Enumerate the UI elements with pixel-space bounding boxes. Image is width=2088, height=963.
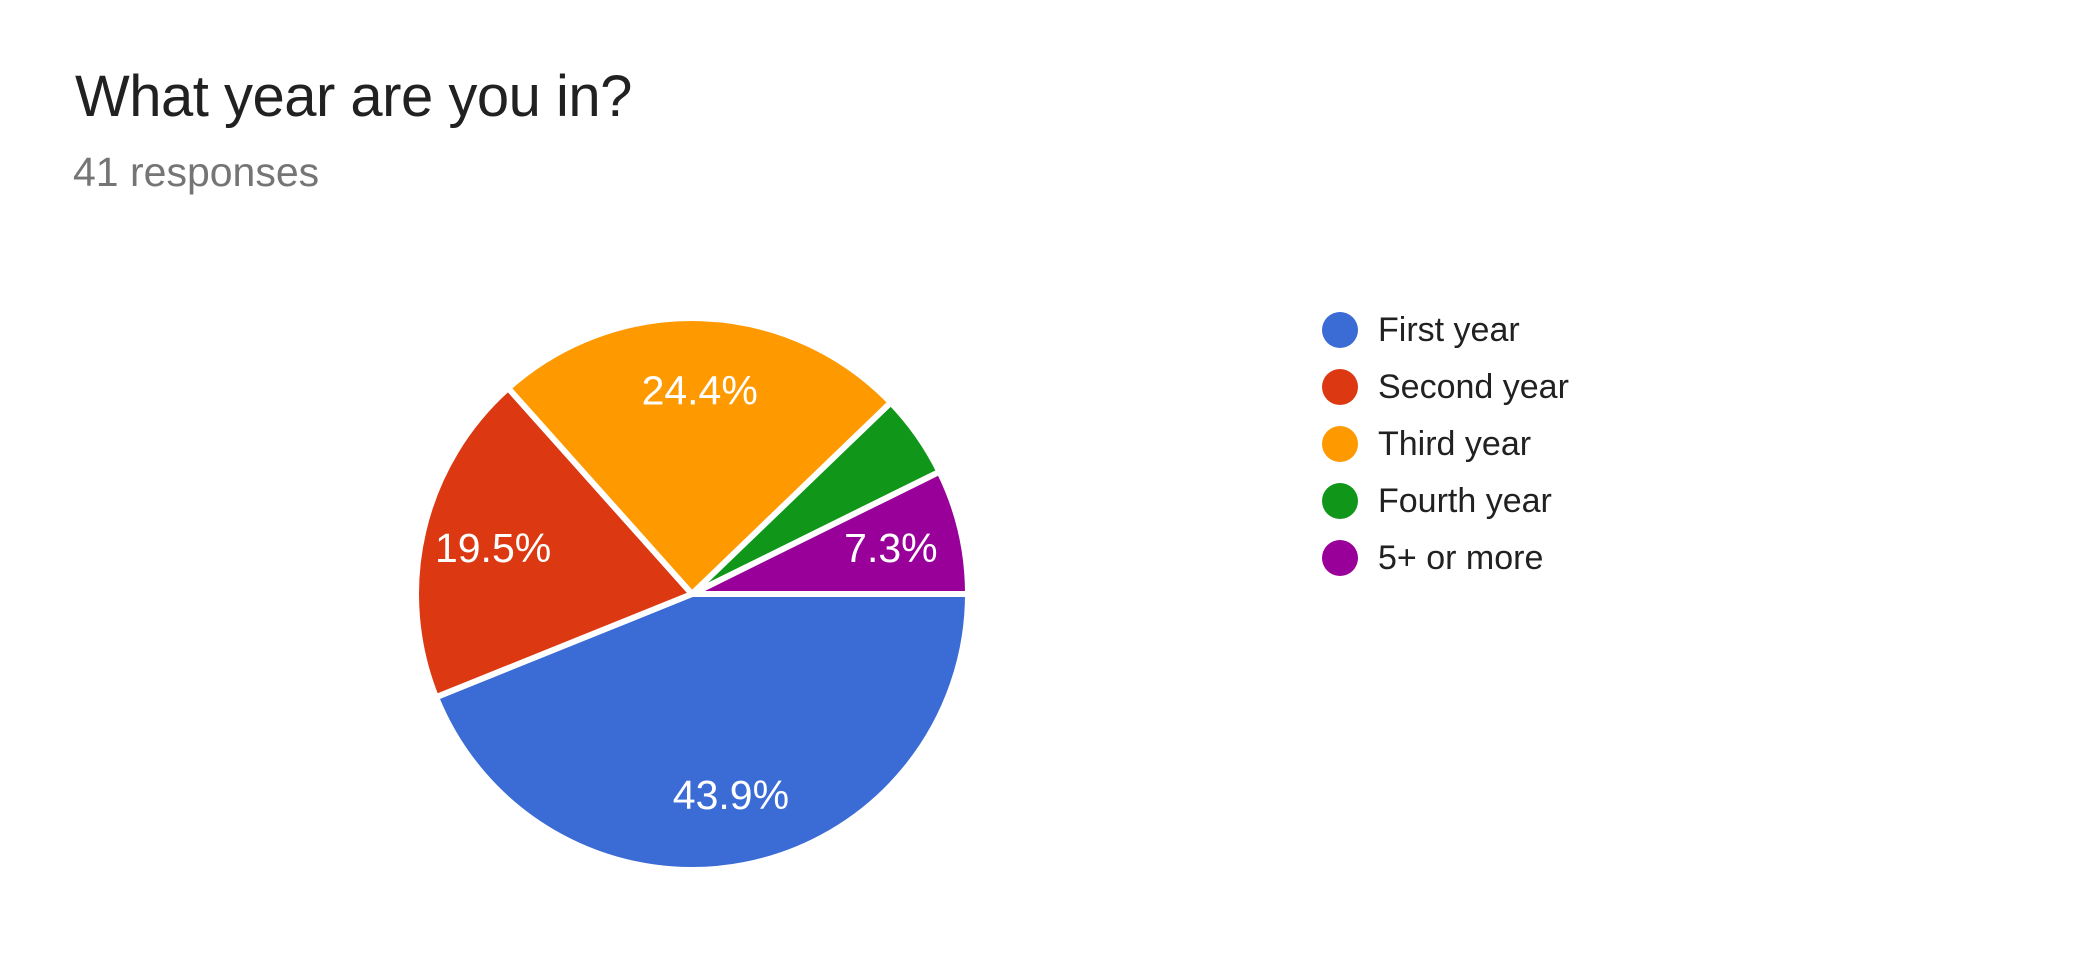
question-title: What year are you in? <box>75 64 632 129</box>
pie-slice-third-year[interactable] <box>505 315 894 597</box>
legend-item-second-year: Second year <box>1322 369 1569 405</box>
chart-legend: First year Second year Third year Fourth ye… <box>1322 312 1569 576</box>
slice-label-5-or-more: 7.3% <box>844 525 937 571</box>
legend-label: First year <box>1378 311 1520 349</box>
legend-item-first-year: First year <box>1322 312 1569 348</box>
legend-label: Third year <box>1378 425 1532 463</box>
slice-label-first-year: 43.9% <box>673 772 789 818</box>
legend-item-third-year: Third year <box>1322 426 1569 462</box>
legend-label: Second year <box>1378 368 1569 406</box>
slice-label-second-year: 19.5% <box>435 525 551 571</box>
responses-count: 41 responses <box>73 149 320 195</box>
legend-item-5-or-more: 5+ or more <box>1322 540 1569 576</box>
legend-swatch-icon <box>1322 426 1358 462</box>
pie-slice-second-year[interactable] <box>413 385 695 701</box>
legend-swatch-icon <box>1322 312 1358 348</box>
legend-label: 5+ or more <box>1378 539 1544 577</box>
legend-swatch-icon <box>1322 483 1358 519</box>
legend-swatch-icon <box>1322 540 1358 576</box>
legend-item-fourth-year: Fourth year <box>1322 483 1569 519</box>
legend-label: Fourth year <box>1378 482 1552 520</box>
legend-swatch-icon <box>1322 369 1358 405</box>
pie-chart[interactable]: 43.9% 19.5% 24.4% 7.3% <box>392 294 992 894</box>
slice-label-third-year: 24.4% <box>642 367 758 413</box>
pie-slice-first-year[interactable] <box>433 591 971 873</box>
pie-slice-5-or-more[interactable] <box>689 468 971 597</box>
